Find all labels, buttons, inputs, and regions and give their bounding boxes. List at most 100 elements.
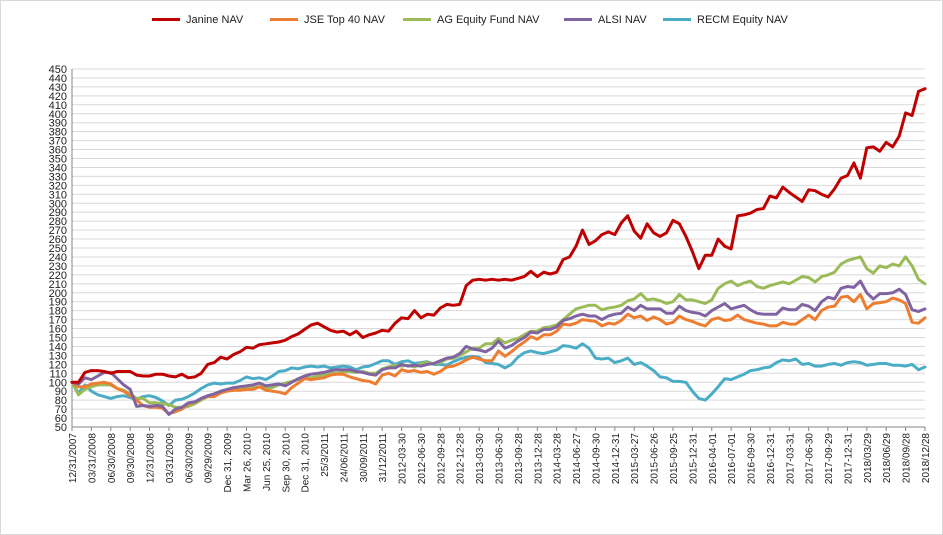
x-tick-label-sep-30-2010: Sep 30, 2010 (281, 433, 292, 493)
x-tick-label-2017-03-31: 2017-03-31 (785, 433, 796, 485)
x-tick-label-2014-12-31: 2014-12-31 (611, 433, 622, 485)
series-line-janine-nav (70, 87, 927, 384)
y-tick-label-70: 70 (55, 404, 67, 416)
y-tick-label-420: 420 (49, 91, 67, 103)
x-tick-label-2014-03-28: 2014-03-28 (553, 433, 564, 485)
legend-item-ag-equity-fund-nav: AG Equity Fund NAV (403, 14, 540, 30)
legend-swatch-recm-equity-nav (663, 17, 691, 21)
legend-item-jse-top-40-nav: JSE Top 40 NAV (270, 14, 385, 30)
y-axis: 5060708090100110120130140150160170180190… (49, 64, 67, 434)
x-tick-label-2015-12-31: 2015-12-31 (688, 433, 699, 485)
x-tick-label-2018-09-28: 2018/09/28 (902, 433, 913, 483)
y-tick-label-360: 360 (49, 145, 67, 157)
y-tick-label-130: 130 (49, 350, 67, 362)
x-tick-label-2017-09-29: 2017-09-29 (824, 433, 835, 485)
y-tick-label-90: 90 (55, 386, 67, 398)
x-tick-label-2013-06-30: 2013-06-30 (495, 433, 506, 485)
legend-label-ag-equity-fund-nav: AG Equity Fund NAV (437, 14, 540, 26)
x-tick-label-2014-06-27: 2014-06-27 (572, 433, 583, 485)
x-tick-label-2018-06-29: 2018/06/29 (882, 433, 893, 483)
y-gridlines (72, 68, 925, 428)
y-tick-label-250: 250 (49, 243, 67, 255)
series-line-jse-top-40-nav (70, 293, 927, 416)
series-line-alsi-nav (70, 279, 927, 416)
y-tick-label-160: 160 (49, 324, 67, 336)
x-tick-label-25-3-2011: 25/3/2011 (320, 433, 331, 477)
legend-label-recm-equity-nav: RECM Equity NAV (697, 14, 788, 26)
x-tick-label-2013-12-28: 2013-12-28 (533, 433, 544, 485)
x-tick-label-2015-06-26: 2015-06-26 (650, 433, 661, 485)
x-tick-label-2017-06-30: 2017-06-30 (805, 433, 816, 485)
x-tick-label-2015-09-25: 2015-09-25 (669, 433, 680, 485)
x-tick-label-2018-03-29: 2018/03/29 (863, 433, 874, 483)
y-tick-label-100: 100 (49, 377, 67, 389)
legend-swatch-jse-top-40-nav (270, 17, 298, 21)
y-tick-label-330: 330 (49, 171, 67, 183)
x-tick-label-09-30-2008: 09/30/2008 (126, 433, 137, 483)
x-tick-label-30-09-2011: 30/09/2011 (359, 433, 370, 483)
y-tick-label-430: 430 (49, 82, 67, 94)
y-tick-label-310: 310 (49, 189, 67, 201)
y-tick-label-230: 230 (49, 261, 67, 273)
y-tick-label-180: 180 (49, 306, 67, 318)
y-tick-label-290: 290 (49, 207, 67, 219)
x-tick-label-dec-31-2009: Dec 31, 2009 (223, 433, 234, 493)
x-tick-label-03-31-2008: 03/31/2008 (87, 433, 98, 483)
y-tick-label-410: 410 (49, 100, 67, 112)
legend-label-jse-top-40-nav: JSE Top 40 NAV (304, 14, 385, 26)
x-tick-label-2015-03-27: 2015-03-27 (630, 433, 641, 485)
x-tick-label-mar-26-2010: Mar 26, 2010 (242, 433, 253, 492)
x-axis: 12/31/2007 03/31/2008 06/30/2008 09/30/2008… (68, 427, 932, 493)
series-line-recm-equity-nav (70, 342, 927, 407)
x-tick-label-2012-03-30: 2012-03-30 (398, 433, 409, 485)
y-tick-label-210: 210 (49, 279, 67, 291)
chart-legend: Janine NAV JSE Top 40 NAV AG Equity Fund… (0, 14, 943, 32)
x-tick-label-06-30-2008: 06/30/2008 (107, 433, 118, 483)
y-tick-label-320: 320 (49, 180, 67, 192)
y-tick-label-110: 110 (49, 368, 67, 380)
x-tick-label-dec-31-2010: Dec 31, 2010 (301, 433, 312, 493)
y-tick-label-270: 270 (49, 225, 67, 237)
y-tick-label-150: 150 (49, 333, 67, 345)
y-tick-label-440: 440 (49, 73, 67, 85)
y-tick-label-190: 190 (49, 297, 67, 309)
y-tick-label-60: 60 (55, 413, 67, 425)
legend-item-janine-nav: Janine NAV (152, 14, 243, 30)
x-tick-label-2012-06-30: 2012-06-30 (417, 433, 428, 485)
y-tick-label-340: 340 (49, 162, 67, 174)
x-tick-label-12-31-2008: 12/31/2008 (146, 433, 157, 483)
legend-label-alsi-nav: ALSI NAV (598, 14, 647, 26)
x-tick-label-2018-12-28: 2018/12/28 (921, 433, 932, 483)
legend-item-alsi-nav: ALSI NAV (564, 14, 647, 30)
y-tick-label-260: 260 (49, 234, 67, 246)
x-tick-label-2016-12-31: 2016-12-31 (766, 433, 777, 485)
legend-label-janine-nav: Janine NAV (186, 14, 244, 26)
y-tick-label-200: 200 (49, 288, 67, 300)
x-tick-label-2013-03-30: 2013-03-30 (475, 433, 486, 485)
x-tick-label-2014-09-30: 2014-09-30 (591, 433, 602, 485)
y-tick-label-120: 120 (49, 359, 67, 371)
legend-swatch-alsi-nav (564, 17, 592, 21)
y-tick-label-170: 170 (49, 315, 67, 327)
y-tick-label-300: 300 (49, 198, 67, 210)
y-tick-label-450: 450 (49, 64, 67, 76)
x-tick-label-2012-12-28: 2012-12-28 (456, 433, 467, 485)
y-tick-label-400: 400 (49, 109, 67, 121)
x-tick-label-03-31-2009: 03/31/2009 (165, 433, 176, 483)
x-tick-label-2016-09-30: 2016-09-30 (747, 433, 758, 485)
y-tick-label-390: 390 (49, 118, 67, 130)
y-tick-label-370: 370 (49, 136, 67, 148)
y-tick-label-280: 280 (49, 216, 67, 228)
y-tick-label-50: 50 (55, 422, 67, 434)
x-tick-label-09-29-2009: 09/29/2009 (204, 433, 215, 483)
legend-swatch-ag-equity-fund-nav (403, 17, 431, 21)
y-tick-label-220: 220 (49, 270, 67, 282)
x-tick-label-24-06-2011: 24/06/2011 (339, 433, 350, 483)
y-tick-label-350: 350 (49, 154, 67, 166)
series-lines (70, 87, 927, 416)
y-tick-label-240: 240 (49, 252, 67, 264)
x-tick-label-12-31-2007: 12/31/2007 (68, 433, 79, 483)
y-tick-label-380: 380 (49, 127, 67, 139)
